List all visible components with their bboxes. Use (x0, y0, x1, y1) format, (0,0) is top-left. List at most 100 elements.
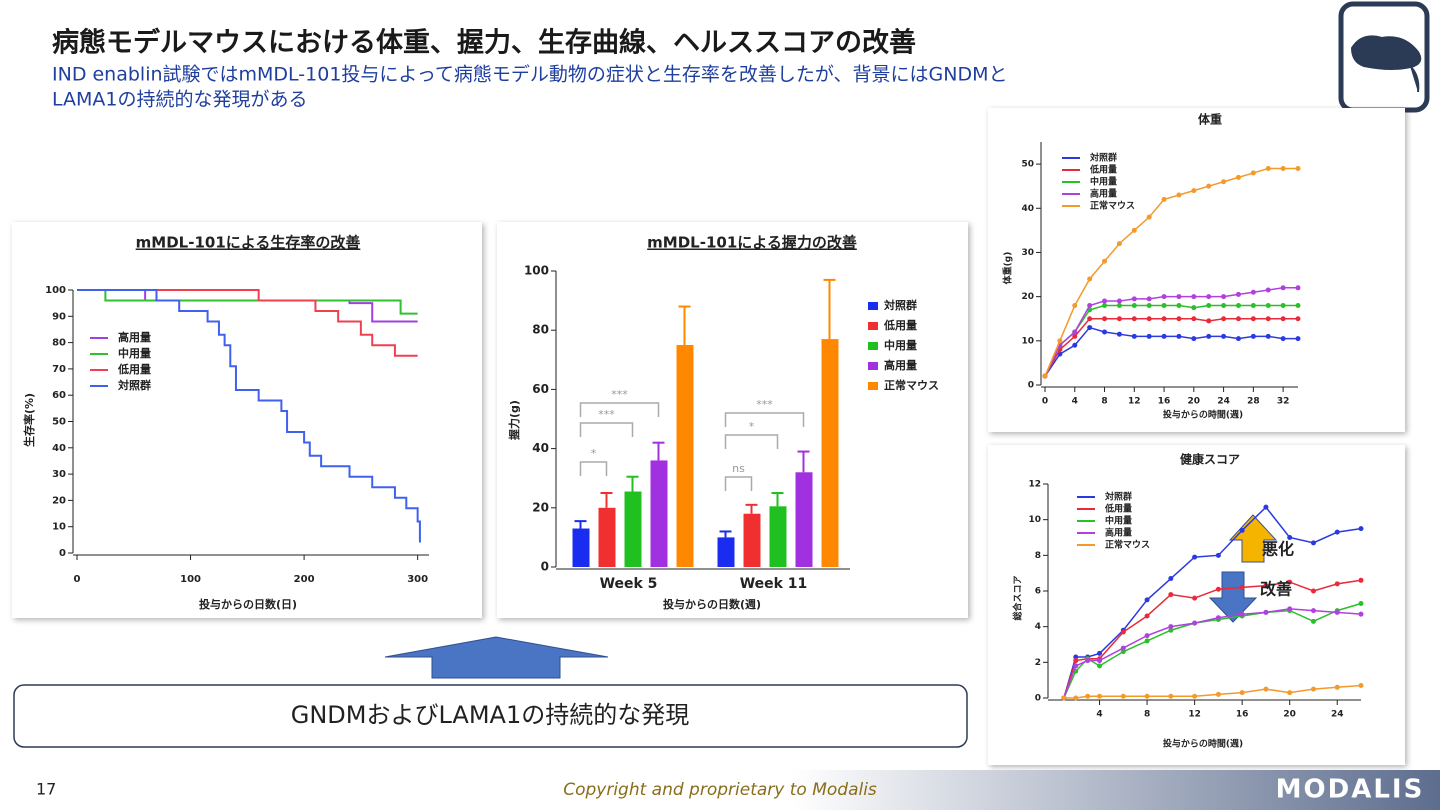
marker (1265, 316, 1271, 322)
banner-text: GNDMおよびLAMA1の持続的な発現 (291, 701, 689, 729)
bar (821, 339, 839, 567)
marker (1206, 302, 1212, 308)
better-arrow (1208, 571, 1258, 623)
panel (988, 108, 1405, 432)
y-tick-label: 8 (1035, 551, 1041, 561)
bar (598, 507, 616, 567)
marker (1263, 504, 1269, 510)
legend-label: 対照群 (117, 378, 151, 392)
y-tick-label: 0 (1028, 381, 1034, 391)
marker (1102, 298, 1108, 304)
significance-label: *** (611, 388, 628, 401)
marker (1131, 296, 1137, 302)
mouse-icon (1350, 35, 1422, 93)
legend-label: 対照群 (1089, 152, 1117, 164)
legend-label: 中用量 (1105, 515, 1132, 527)
marker (1102, 329, 1108, 335)
marker (1280, 302, 1286, 308)
marker (1146, 296, 1152, 302)
x-tick-label: 24 (1217, 397, 1230, 407)
y-tick-label: 0 (541, 560, 549, 574)
marker (1265, 287, 1271, 293)
x-tick-label: 12 (1188, 710, 1201, 720)
significance-label: *** (598, 408, 615, 421)
y-tick-label: 90 (52, 311, 66, 322)
marker (1073, 654, 1079, 660)
y-tick-label: 0 (1035, 694, 1041, 704)
chart-title: 体重 (1198, 112, 1222, 127)
marker (1250, 333, 1256, 339)
legend-label: 低用量 (1104, 503, 1132, 515)
series-line (77, 289, 418, 357)
x-tick-label: 32 (1277, 397, 1290, 407)
marker (1295, 336, 1301, 342)
marker (1087, 325, 1093, 331)
x-tick-label: 20 (1283, 710, 1296, 720)
marker (1168, 693, 1174, 699)
marker (1057, 338, 1063, 344)
marker (1334, 609, 1340, 615)
y-axis-label: 生存率(%) (22, 393, 36, 447)
marker (1358, 683, 1364, 689)
marker (1087, 316, 1093, 322)
footer-bar (0, 770, 1440, 810)
marker (1161, 316, 1167, 322)
marker (1280, 166, 1286, 172)
y-tick-label: 100 (45, 285, 66, 296)
bar (743, 513, 761, 567)
marker (1295, 285, 1301, 291)
marker (1221, 316, 1227, 322)
marker (1073, 663, 1079, 669)
marker (1265, 333, 1271, 339)
x-tick-label: 8 (1144, 710, 1150, 720)
legend-label: 中用量 (884, 338, 917, 352)
marker (1287, 690, 1293, 696)
marker (1206, 294, 1212, 300)
marker (1072, 302, 1078, 308)
x-tick-label: 12 (1128, 397, 1141, 407)
legend-label: 低用量 (883, 318, 917, 332)
marker (1310, 608, 1316, 614)
marker (1120, 649, 1126, 655)
bar (676, 345, 694, 567)
marker (1239, 584, 1245, 590)
marker (1161, 302, 1167, 308)
y-tick-label: 100 (524, 264, 549, 278)
significance-label: *** (756, 398, 773, 411)
marker (1061, 695, 1067, 701)
marker (1073, 695, 1079, 701)
y-tick-label: 30 (1021, 248, 1034, 258)
marker (1191, 305, 1197, 311)
marker (1120, 645, 1126, 651)
marker (1144, 613, 1150, 619)
significance-bracket (579, 422, 634, 437)
legend-label: 対照群 (1104, 491, 1132, 503)
marker (1131, 227, 1137, 233)
marker (1250, 170, 1256, 176)
marker (1131, 302, 1137, 308)
marker (1239, 611, 1245, 617)
x-tick-label: Week 5 (600, 576, 658, 592)
x-tick-label: 4 (1096, 710, 1102, 720)
marker (1116, 298, 1122, 304)
marker (1310, 540, 1316, 546)
marker (1235, 174, 1241, 180)
marker (1116, 241, 1122, 247)
logo: MODALIS (1276, 775, 1425, 805)
bar (572, 528, 590, 567)
marker (1191, 336, 1197, 342)
series-line (1044, 167, 1298, 377)
marker (1116, 331, 1122, 337)
marker (1295, 302, 1301, 308)
y-tick-label: 50 (1021, 160, 1034, 170)
panel (988, 445, 1405, 765)
legend-label: 低用量 (1089, 164, 1117, 176)
marker (1250, 302, 1256, 308)
y-tick-label: 2 (1035, 658, 1041, 668)
significance-bracket (579, 461, 608, 476)
significance-label: * (749, 420, 755, 433)
y-tick-label: 70 (52, 364, 66, 375)
y-tick-label: 10 (52, 522, 66, 533)
legend-label: 高用量 (1090, 188, 1117, 200)
y-axis-label: 体重(g) (1002, 252, 1014, 285)
